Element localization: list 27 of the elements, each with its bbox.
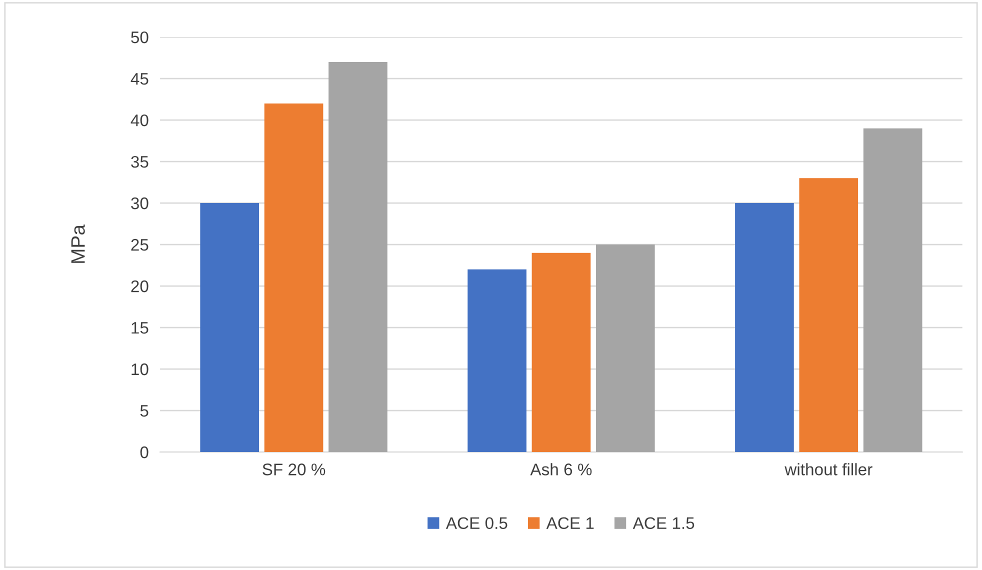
bar <box>863 128 922 452</box>
y-tick-label: 5 <box>140 405 148 417</box>
y-tick-label: 0 <box>140 446 148 458</box>
bar <box>468 269 526 452</box>
y-tick-label: 10 <box>132 363 148 376</box>
y-axis-title: MPa <box>71 224 85 263</box>
y-tick-label: 40 <box>130 114 148 126</box>
bar <box>799 178 858 452</box>
legend-label: ACE 1.5 <box>632 517 694 530</box>
x-tick-label: SF 20 % <box>262 464 326 476</box>
bar <box>200 203 260 452</box>
y-tick-label: 50 <box>131 31 148 44</box>
y-tick-label: 25 <box>131 238 148 251</box>
legend-label: ACE 0.5 <box>446 517 508 530</box>
x-tick-label: without filler <box>784 463 872 476</box>
bar <box>328 62 388 452</box>
bar <box>735 203 794 452</box>
y-tick-label: 45 <box>130 73 148 85</box>
x-tick-label: Ash 6 % <box>530 463 592 476</box>
bar <box>596 244 655 452</box>
y-tick-label: 20 <box>131 280 148 292</box>
y-tick-label: 15 <box>132 322 148 334</box>
y-tick-label: 35 <box>131 156 148 168</box>
bar <box>532 252 591 452</box>
bar <box>264 103 324 452</box>
legend-label: ACE 1 <box>546 517 594 530</box>
y-tick-label: 30 <box>131 197 148 210</box>
